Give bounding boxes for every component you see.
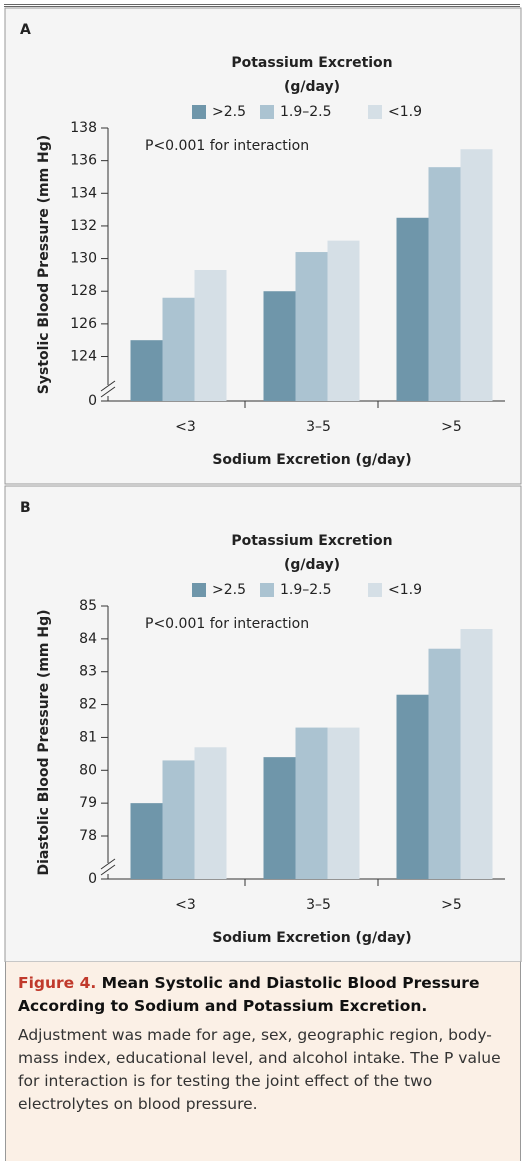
axis-break-gap [100,385,114,396]
charts: A Potassium Excretion (g/day) >2.5 1.9–2.5 <1… [4,7,522,962]
legend-label: 1.9–2.5 [280,582,332,598]
y-tick-label: 126 [70,316,97,332]
y-tick-label: 132 [70,218,97,234]
bar [295,727,328,879]
axis-break-gap [100,863,114,874]
y-axis-label: Diastolic Blood Pressure (mm Hg) [36,609,52,875]
bar [396,217,429,401]
caption: Figure 4. Mean Systolic and Diastolic Bl… [5,962,521,1161]
y-tick-label: 82 [79,697,97,713]
figure-label: Figure 4. [18,974,97,992]
caption-body: Adjustment was made for age, sex, geogra… [18,1026,501,1113]
x-tick-label: >5 [441,419,462,435]
x-tick-label: <3 [175,419,196,435]
y-tick-label: 78 [79,828,97,844]
legend-title: (g/day) [284,557,340,573]
axis-break [100,858,116,870]
y-axis-label: Systolic Blood Pressure (mm Hg) [36,135,52,394]
y-tick-label: 84 [79,631,97,647]
bar [428,167,461,401]
y-tick-label: 83 [79,664,97,680]
legend-title: Potassium Excretion [231,533,392,549]
bar [263,291,296,401]
legend-swatch [192,105,206,119]
y-tick-label: 134 [70,185,97,201]
axis-break [100,386,116,398]
legend-swatch [368,583,382,597]
legend-label: 1.9–2.5 [280,104,332,120]
y-tick-label: 128 [70,283,97,299]
y-tick-label: 124 [70,349,97,365]
bar [162,297,195,401]
bar [428,648,461,879]
bar [396,694,429,879]
bar [460,629,493,879]
legend-label: >2.5 [212,104,246,120]
annotation: P<0.001 for interaction [145,138,309,154]
bar [130,340,163,401]
bar [263,757,296,879]
bar [327,727,360,879]
bar [295,252,328,401]
x-tick-label: <3 [175,897,196,913]
caption-title-block: Figure 4. Mean Systolic and Diastolic Bl… [18,972,508,1018]
legend-title: Potassium Excretion [231,55,392,71]
y-tick-label: 85 [79,598,97,614]
legend-label: <1.9 [388,582,422,598]
axis-break [100,380,116,392]
y-tick-label: 81 [79,729,97,745]
bar [194,747,227,879]
bar [162,760,195,879]
bar [130,803,163,879]
bar [327,240,360,401]
legend-swatch [260,105,274,119]
caption-title: Mean Systolic and Diastolic Blood Pressu… [18,974,480,1015]
frame [4,4,520,1162]
legend-swatch [260,583,274,597]
y-tick-label: 79 [79,795,97,811]
axis-break [100,864,116,876]
bar [194,270,227,401]
panel-label: A [20,22,31,38]
y-tick-label: 0 [88,393,97,409]
y-tick-label: 138 [70,120,97,136]
y-tick-label: 130 [70,251,97,267]
x-axis-label: Sodium Excretion (g/day) [212,452,411,468]
legend-label: <1.9 [388,104,422,120]
x-tick-label: >5 [441,897,462,913]
legend-title: (g/day) [284,79,340,95]
x-tick-label: 3–5 [306,419,331,435]
y-tick-label: 80 [79,762,97,778]
y-tick-label: 136 [70,153,97,169]
annotation: P<0.001 for interaction [145,616,309,632]
legend-swatch [192,583,206,597]
panel-label: B [20,500,31,516]
bar [460,149,493,401]
legend-label: >2.5 [212,582,246,598]
x-tick-label: 3–5 [306,897,331,913]
y-tick-label: 0 [88,871,97,887]
legend-swatch [368,105,382,119]
x-axis-label: Sodium Excretion (g/day) [212,930,411,946]
